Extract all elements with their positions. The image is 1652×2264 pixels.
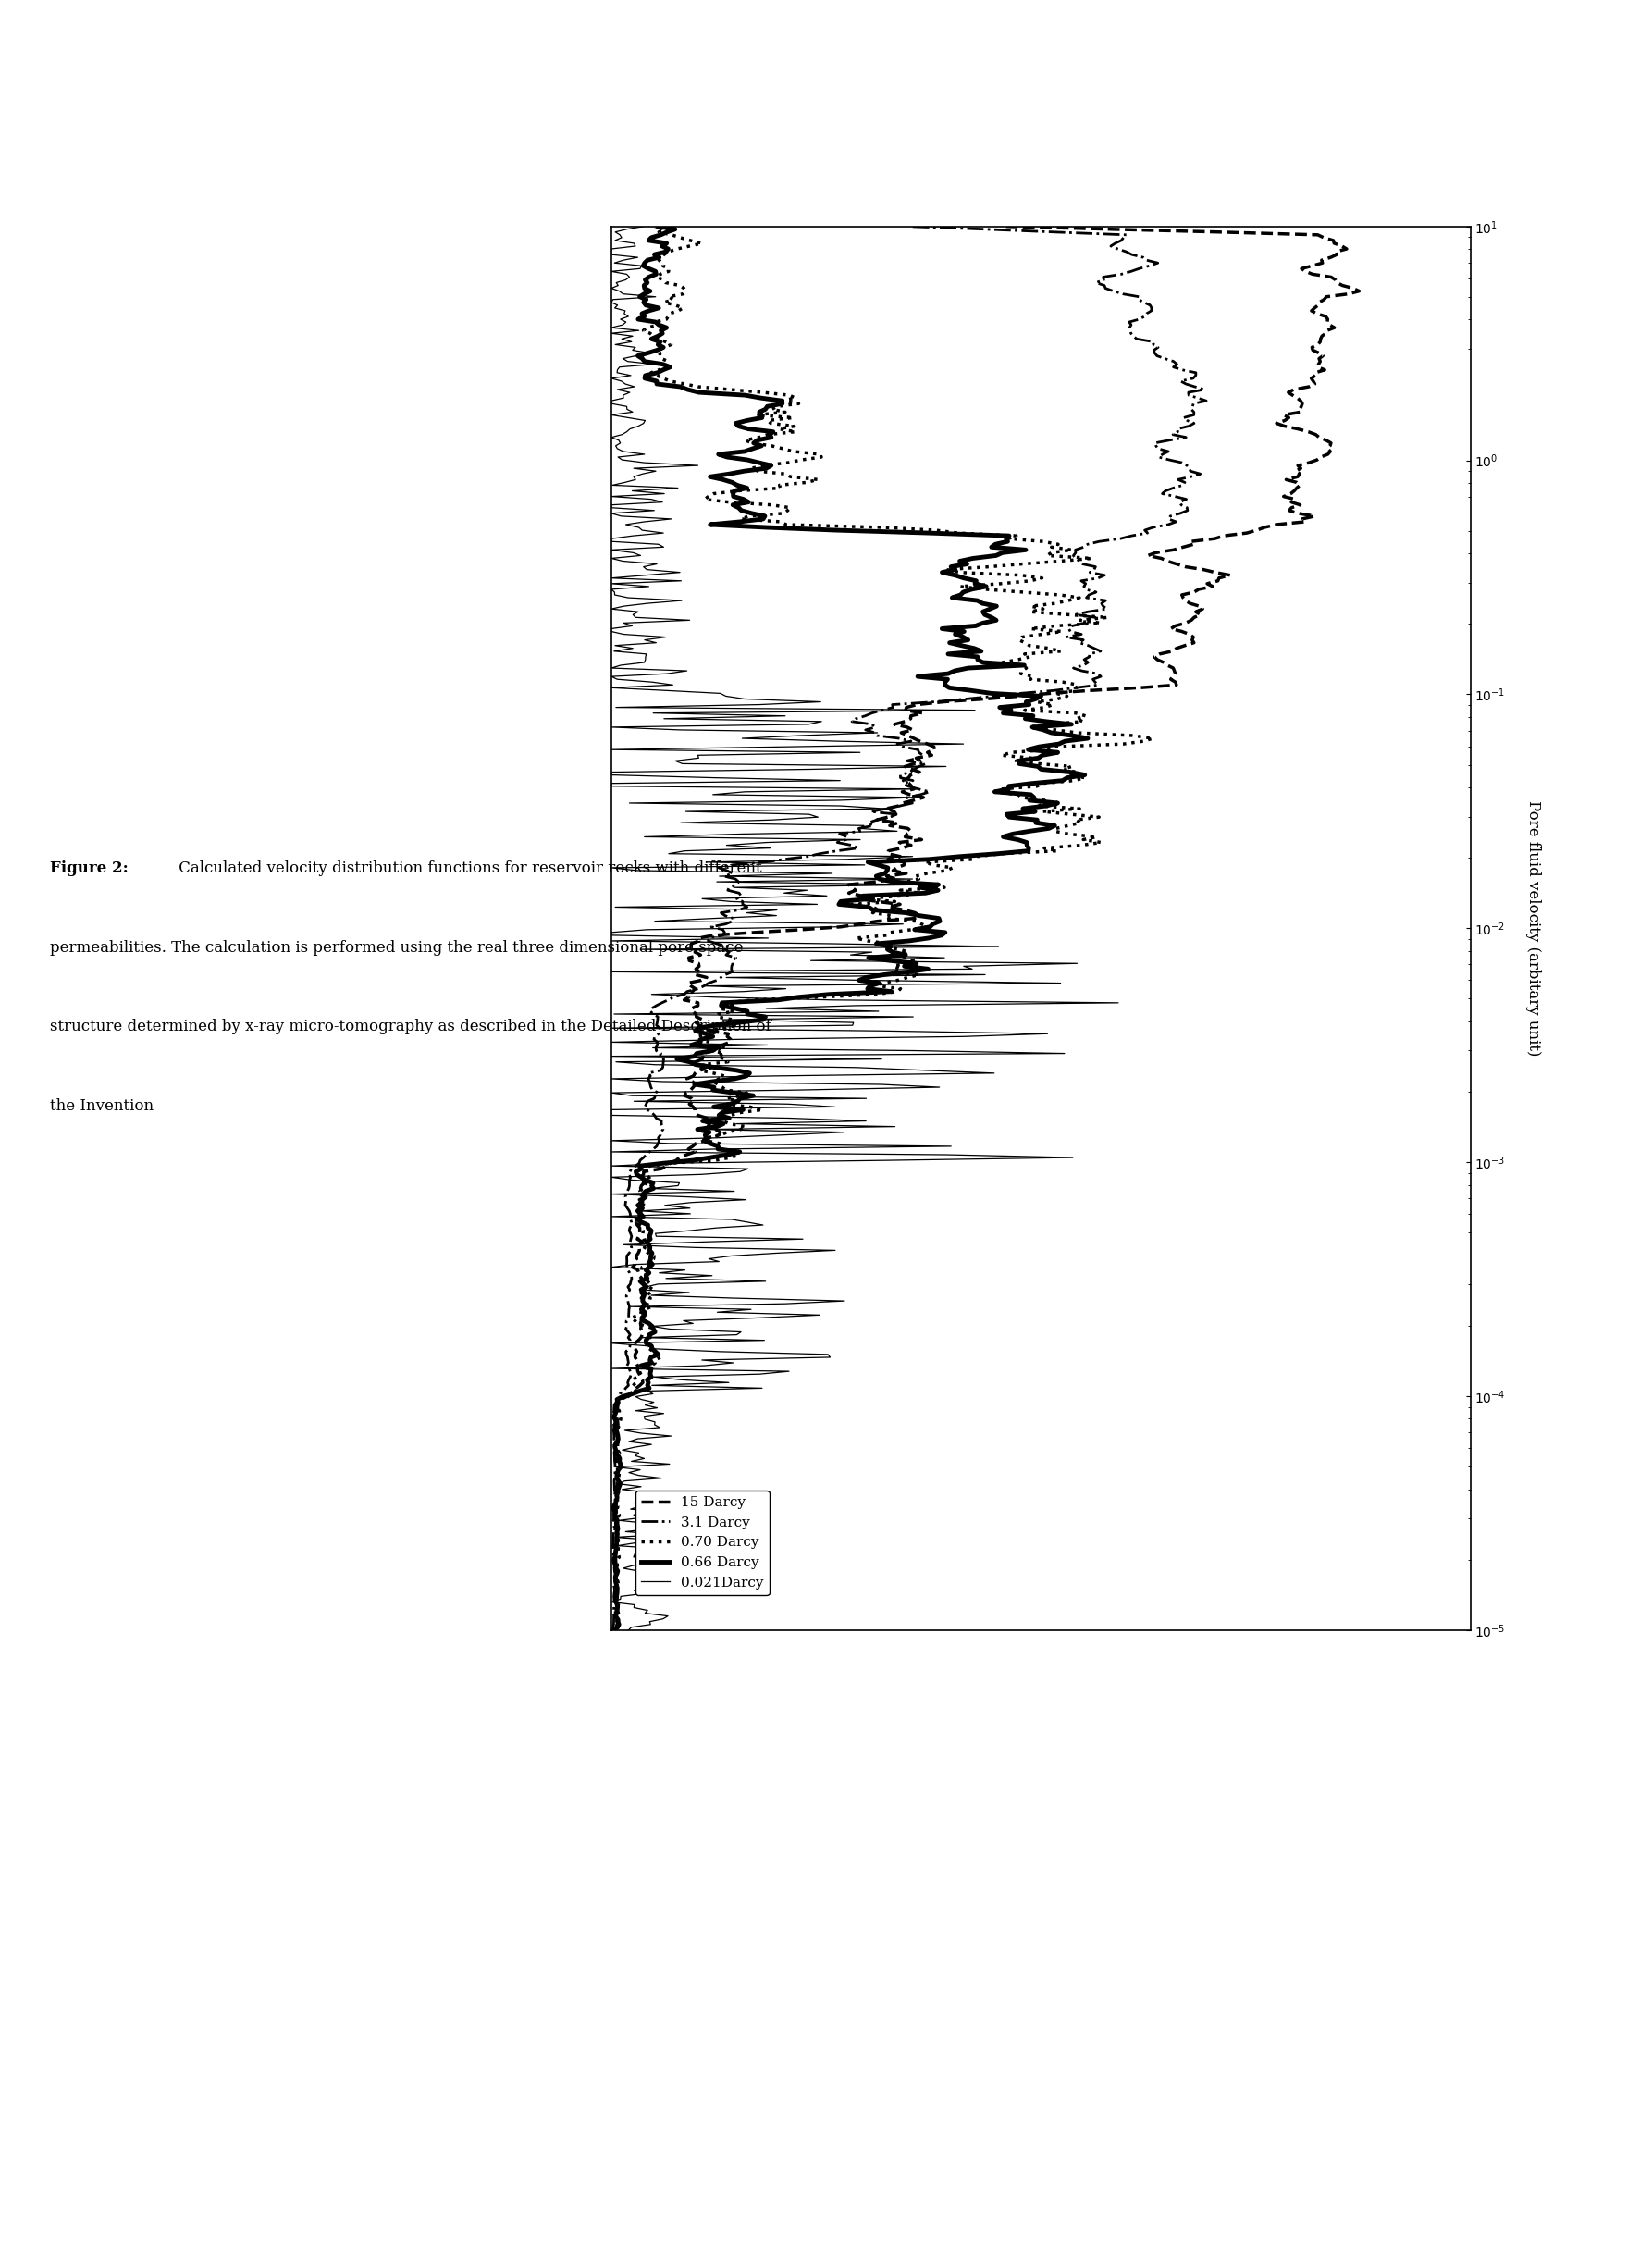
0.021Darcy <box>634 213 654 240</box>
0.70 Darcy <box>937 858 957 885</box>
0.021Darcy <box>628 858 648 885</box>
0.70 Darcy <box>644 213 664 240</box>
Text: the Invention: the Invention <box>50 1098 154 1114</box>
0.70 Darcy <box>649 247 669 274</box>
Text: structure determined by x-ray micro-tomography as described in the Detailed Desc: structure determined by x-ray micro-tomo… <box>50 1019 771 1035</box>
0.66 Darcy <box>895 942 915 969</box>
3.1 Darcy <box>603 1616 623 1644</box>
0.70 Darcy <box>1008 781 1028 808</box>
0.66 Darcy <box>907 951 927 978</box>
Line: 0.66 Darcy: 0.66 Darcy <box>613 226 1087 1630</box>
0.66 Darcy <box>605 1616 624 1644</box>
0.66 Darcy <box>877 858 897 885</box>
0.70 Darcy <box>894 951 914 978</box>
3.1 Darcy <box>899 213 919 240</box>
15 Darcy <box>1277 466 1297 494</box>
0.021Darcy <box>626 466 646 494</box>
15 Darcy <box>884 858 904 885</box>
15 Darcy <box>689 951 709 978</box>
Text: permeabilities. The calculation is performed using the real three dimensional po: permeabilities. The calculation is perfo… <box>50 940 743 955</box>
0.021Darcy <box>704 781 724 808</box>
0.021Darcy <box>613 247 633 274</box>
Text: Figure 2:: Figure 2: <box>50 860 127 876</box>
0.70 Darcy <box>808 466 828 494</box>
3.1 Darcy <box>715 942 735 969</box>
15 Darcy <box>1312 247 1332 274</box>
Line: 15 Darcy: 15 Darcy <box>615 226 1360 1630</box>
15 Darcy <box>606 1616 626 1644</box>
3.1 Darcy <box>1137 247 1156 274</box>
15 Darcy <box>691 942 710 969</box>
0.70 Darcy <box>890 942 910 969</box>
0.70 Darcy <box>605 1616 624 1644</box>
15 Darcy <box>996 213 1016 240</box>
0.66 Darcy <box>1021 781 1041 808</box>
Text: Calculated velocity distribution functions for reservoir rocks with different: Calculated velocity distribution functio… <box>173 860 762 876</box>
3.1 Darcy <box>1168 466 1188 494</box>
0.66 Darcy <box>648 213 667 240</box>
0.66 Darcy <box>638 247 657 274</box>
15 Darcy <box>900 781 920 808</box>
Legend: 15 Darcy, 3.1 Darcy, 0.70 Darcy, 0.66 Darcy, 0.021Darcy: 15 Darcy, 3.1 Darcy, 0.70 Darcy, 0.66 Da… <box>636 1490 770 1594</box>
0.021Darcy <box>841 942 861 969</box>
3.1 Darcy <box>717 858 737 885</box>
Y-axis label: Pore fluid velocity (arbitary unit): Pore fluid velocity (arbitary unit) <box>1525 801 1541 1055</box>
Line: 0.70 Darcy: 0.70 Darcy <box>615 226 1153 1630</box>
Line: 3.1 Darcy: 3.1 Darcy <box>613 226 1206 1630</box>
0.021Darcy <box>618 1616 638 1644</box>
Line: 0.021Darcy: 0.021Darcy <box>611 226 1118 1630</box>
0.66 Darcy <box>714 466 733 494</box>
0.021Darcy <box>1067 951 1087 978</box>
3.1 Darcy <box>724 951 743 978</box>
3.1 Darcy <box>910 781 930 808</box>
